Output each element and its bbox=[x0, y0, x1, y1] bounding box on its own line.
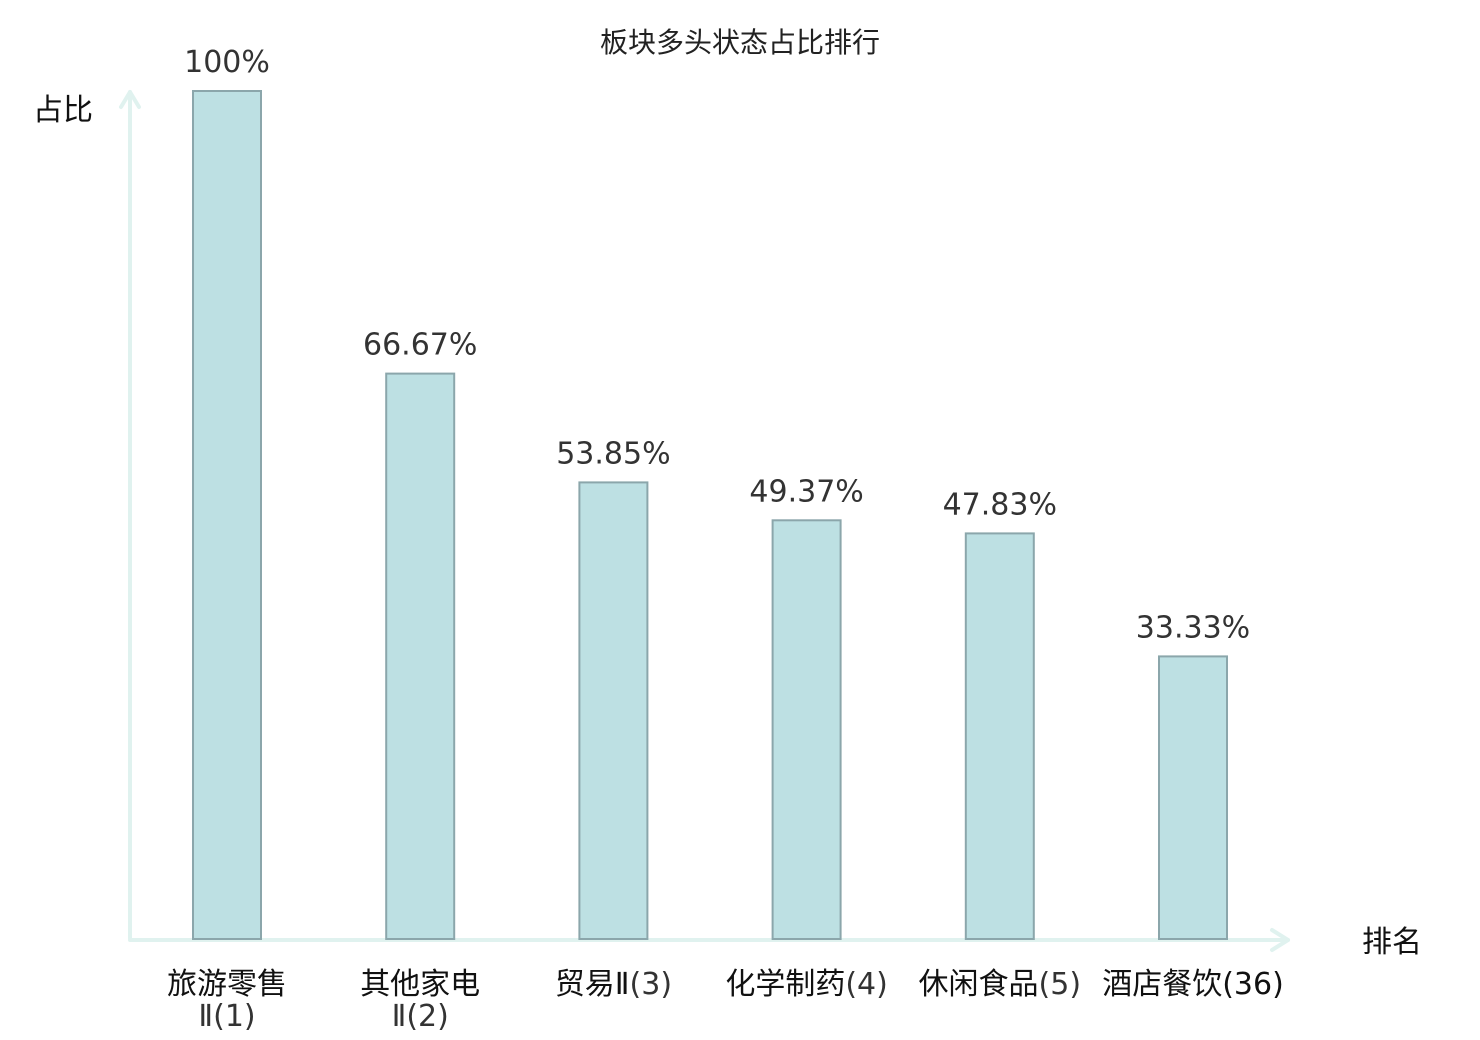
value-label-4: 49.37% bbox=[749, 474, 863, 509]
x-tick-name: 化学制药 bbox=[725, 967, 845, 1002]
x-tick-name: 贸易Ⅱ bbox=[555, 967, 630, 1002]
bar-2 bbox=[385, 372, 456, 941]
x-tick-label-5: 休闲食品(5) bbox=[919, 967, 1082, 1002]
chart-title: 板块多头状态占比排行 bbox=[600, 26, 880, 59]
x-tick-name: 其他家电 bbox=[360, 967, 480, 1002]
bar-1 bbox=[192, 90, 262, 940]
y-axis-arrow bbox=[119, 90, 141, 109]
value-label-6: 33.33% bbox=[1136, 610, 1250, 645]
x-tick-rank: (5) bbox=[1039, 967, 1082, 1002]
x-tick-label-6: 酒店餐饮(36) bbox=[1102, 967, 1284, 1002]
x-axis-arrow bbox=[1270, 928, 1290, 952]
x-tick-rank: (4) bbox=[845, 967, 888, 1002]
x-tick-label-1: 旅游零售 Ⅱ(1) bbox=[167, 967, 287, 1034]
value-labels-group: 100% 66.67% 53.85% 49.37% 47.83% 33.33% bbox=[184, 45, 1250, 645]
bar-3 bbox=[578, 481, 649, 940]
bar-4 bbox=[771, 519, 842, 940]
value-label-2: 66.67% bbox=[363, 328, 477, 363]
x-tick-label-3: 贸易Ⅱ(3) bbox=[555, 967, 672, 1002]
x-tick-label-2: 其他家电 Ⅱ(2) bbox=[360, 967, 480, 1034]
x-tick-name: 休闲食品 bbox=[919, 967, 1039, 1002]
x-tick-name: 旅游零售 bbox=[167, 967, 287, 1002]
x-tick-label-4: 化学制药(4) bbox=[725, 967, 888, 1002]
x-tick-labels-group: 旅游零售 Ⅱ(1) 其他家电 Ⅱ(2) 贸易Ⅱ(3) 化学制药(4) 休闲食品(5) 酒店餐饮… bbox=[167, 967, 1284, 1034]
y-axis-label: 占比 bbox=[33, 93, 93, 128]
x-tick-rank: (3) bbox=[630, 967, 673, 1002]
x-tick-rank: Ⅱ(1) bbox=[198, 999, 255, 1034]
x-tick-rank: Ⅱ(2) bbox=[392, 999, 449, 1034]
value-label-3: 53.85% bbox=[556, 436, 670, 471]
bar-5 bbox=[964, 532, 1035, 941]
x-tick-name: 酒店餐饮 bbox=[1102, 967, 1222, 1002]
x-axis-label: 排名 bbox=[1362, 925, 1422, 960]
value-label-5: 47.83% bbox=[943, 487, 1057, 522]
x-tick-rank: (36) bbox=[1222, 967, 1284, 1002]
bar-6 bbox=[1158, 655, 1228, 941]
value-label-1: 100% bbox=[184, 45, 270, 80]
bars-group bbox=[192, 90, 1228, 941]
